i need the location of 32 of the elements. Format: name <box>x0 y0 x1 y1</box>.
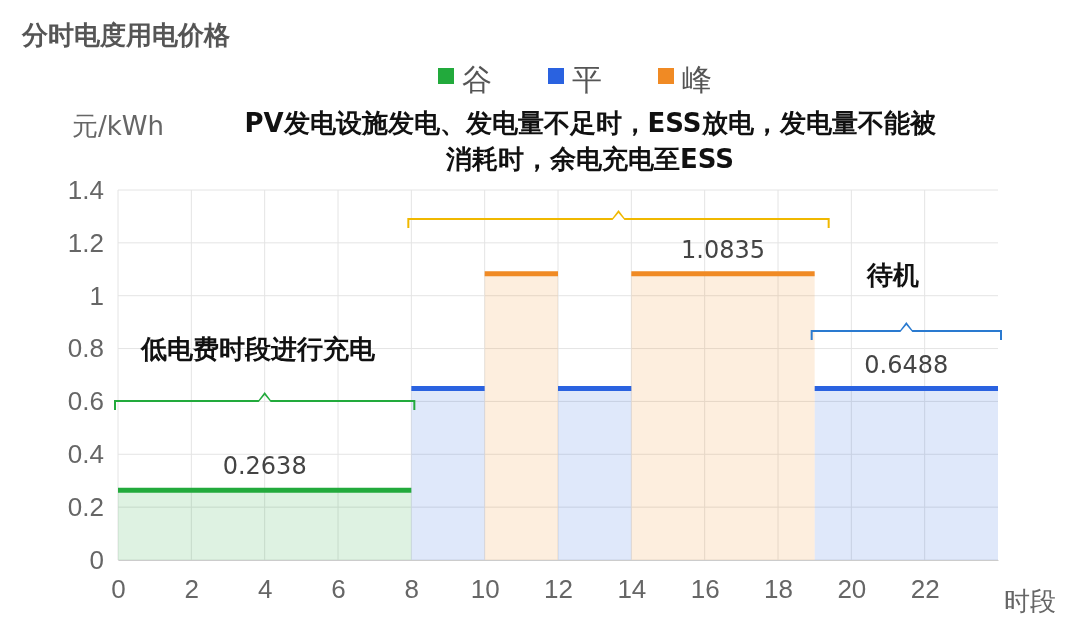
y-tick-label: 1.4 <box>67 174 104 205</box>
chart-title: 分时电度用电价格 <box>21 20 230 50</box>
legend-label: 峰 <box>682 61 712 97</box>
x-tick-label: 10 <box>470 574 500 605</box>
x-tick-label: 8 <box>404 574 420 605</box>
legend-label: 谷 <box>462 61 492 97</box>
y-tick-label: 0.8 <box>67 333 104 364</box>
x-axis-title: 时段 <box>1004 586 1056 616</box>
x-tick-label: 22 <box>910 574 940 605</box>
x-tick-label: 4 <box>257 574 273 605</box>
x-tick-label: 0 <box>111 574 126 605</box>
text: PV发电设施发电、发电量不足时，ESS放电，发电量不能被消耗时，余电充电至ESS <box>244 108 936 174</box>
x-tick-label: 18 <box>764 574 793 605</box>
y-axis-title: 元/kWh <box>71 111 165 141</box>
y-tick-label: 0.2 <box>67 491 104 522</box>
x-tick-label: 16 <box>690 574 720 605</box>
data-label: 1.0835 <box>681 235 765 264</box>
y-tick-label: 1.2 <box>67 227 104 258</box>
data-label: 0.6488 <box>864 350 949 379</box>
x-tick-label: 6 <box>331 574 346 605</box>
x-tick-label: 20 <box>837 574 867 605</box>
annotation: 待机 <box>866 260 919 290</box>
legend-label: 平 <box>572 61 602 97</box>
data-label: 0.2638 <box>222 452 307 481</box>
x-tick-label: 14 <box>617 574 647 605</box>
annotation: 低电费时段进行充电 <box>140 334 376 364</box>
y-tick-label: 0.6 <box>67 386 104 417</box>
y-tick-label: 1 <box>89 280 104 311</box>
x-tick-label: 12 <box>544 574 573 605</box>
y-tick-label: 0 <box>89 544 104 575</box>
x-tick-label: 2 <box>184 574 200 605</box>
y-tick-label: 0.4 <box>67 439 104 470</box>
